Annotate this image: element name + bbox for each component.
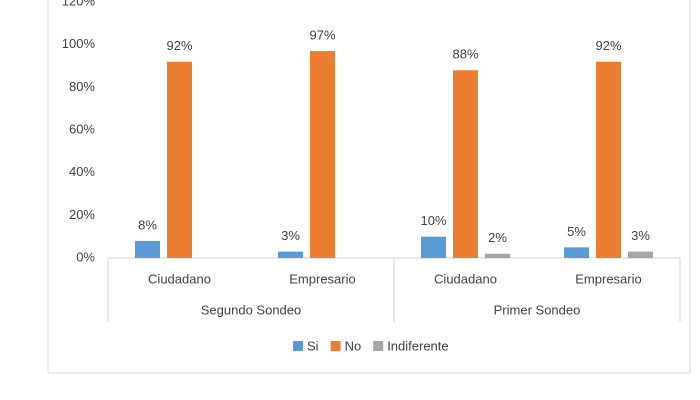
legend-swatch: [373, 341, 384, 351]
y-tick-label: 20%: [69, 207, 95, 222]
bar: [167, 61, 192, 258]
bar: [596, 61, 621, 258]
x-tick-label: Ciudadano: [148, 271, 211, 286]
y-tick-label: 80%: [69, 79, 95, 94]
bar: [564, 247, 589, 258]
group-label: Segundo Sondeo: [201, 302, 301, 317]
bar: [628, 251, 653, 258]
legend-swatch: [293, 341, 303, 351]
value-label: 8%: [138, 217, 157, 232]
value-label: 3%: [281, 228, 300, 243]
bar: [310, 51, 335, 258]
legend-label: Si: [307, 338, 319, 353]
x-tick-label: Empresario: [575, 271, 641, 286]
value-label: 92%: [166, 38, 192, 53]
y-tick-label: 120%: [62, 0, 96, 8]
chart-border: [47, 0, 691, 374]
value-label: 97%: [309, 28, 335, 43]
value-label: 88%: [452, 47, 478, 62]
value-label: 2%: [488, 230, 507, 245]
value-label: 10%: [420, 213, 446, 228]
y-tick-label: 40%: [69, 164, 95, 179]
value-label: 5%: [567, 224, 586, 239]
value-label: 3%: [631, 228, 650, 243]
y-tick-label: 60%: [69, 121, 95, 136]
bar: [135, 240, 160, 258]
x-tick-label: Ciudadano: [434, 271, 497, 286]
bar: [421, 236, 446, 258]
bar: [278, 251, 303, 258]
legend-swatch: [330, 341, 341, 351]
y-tick-label: 100%: [62, 36, 96, 51]
x-tick-label: Empresario: [289, 271, 355, 286]
bar: [485, 253, 510, 258]
legend-label: Indiferente: [387, 338, 448, 353]
legend-label: No: [345, 338, 362, 353]
group-label: Primer Sondeo: [494, 302, 581, 317]
value-label: 92%: [595, 38, 621, 53]
y-tick-label: 0%: [76, 249, 95, 264]
bar: [453, 70, 478, 259]
